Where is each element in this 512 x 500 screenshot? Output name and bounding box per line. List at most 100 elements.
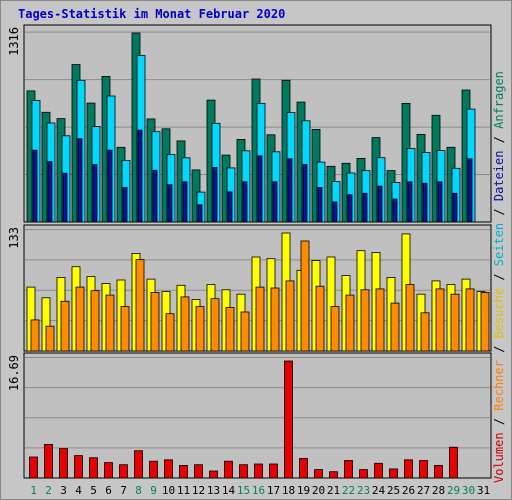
bar-dateien-11 [182,181,188,223]
bar-volumen-16 [254,463,263,479]
x-tick-label: 19 [297,484,310,497]
x-tick-label: 21 [327,484,340,497]
bar-rechner-11 [180,296,190,352]
bar-rechner-5 [90,290,100,352]
bar-volumen-7 [119,464,128,479]
y-tick-label: 133 [7,227,21,249]
bar-volumen-21 [329,471,338,479]
legend-item: Rechner [492,360,506,411]
bar-dateien-1 [32,149,38,223]
panel-bottom: 16.69 [7,352,492,479]
bar-dateien-23 [362,192,368,223]
bar-volumen-14 [224,460,233,479]
bar-rechner-25 [390,302,400,352]
x-tick-label: 26 [402,484,415,497]
bar-dateien-10 [167,184,173,223]
x-tick-label: 27 [417,484,430,497]
legend-separator: / [492,411,506,433]
x-tick-label: 5 [90,484,97,497]
legend-separator: / [492,266,506,288]
bar-dateien-24 [377,185,383,223]
bar-volumen-26 [404,459,413,479]
x-tick-label: 3 [60,484,67,497]
x-axis-labels: 1 2 3 4 5 6 7 8 9 10 11 12 13 14 15 16 17 18 19 20 21 22 23 24 2… [30,484,490,497]
x-tick-label: 22 [342,484,355,497]
bar-dateien-21 [332,201,338,223]
bar-rechner-28 [435,288,445,352]
bar-dateien-13 [212,166,218,223]
x-tick-label: 31 [477,484,490,497]
bar-rechner-30 [465,288,475,352]
bar-dateien-14 [227,191,233,223]
x-tick-label: 29 [447,484,460,497]
x-tick-label: 20 [312,484,325,497]
bar-volumen-9 [149,460,158,479]
bar-rechner-17 [270,287,280,352]
bar-volumen-13 [209,470,218,479]
bar-volumen-24 [374,462,383,479]
bar-dateien-2 [47,161,53,223]
x-tick-label: 11 [177,484,190,497]
bar-rechner-10 [165,313,175,352]
x-tick-label: 23 [357,484,370,497]
bar-rechner-4 [75,286,85,352]
bar-rechner-15 [240,311,250,352]
bar-dateien-28 [437,181,443,223]
x-tick-label: 16 [252,484,265,497]
bar-dateien-17 [272,181,278,223]
x-tick-label: 4 [75,484,82,497]
bar-volumen-12 [194,464,203,479]
x-tick-label: 9 [150,484,157,497]
chart-panels: 1316 133 16.69 [7,24,492,479]
x-tick-label: 13 [207,484,220,497]
bar-rechner-9 [150,291,160,352]
bar-rechner-31 [480,291,490,352]
bar-volumen-8 [134,450,143,479]
x-tick-label: 28 [432,484,445,497]
x-tick-label: 1 [30,484,37,497]
bar-dateien-8 [137,129,143,223]
bar-rechner-8 [135,259,145,352]
y-tick-label: 16.69 [7,355,21,391]
bar-dateien-12 [197,204,203,223]
x-tick-label: 17 [267,484,280,497]
bar-volumen-27 [419,460,428,479]
bar-dateien-4 [77,138,83,223]
legend-item: Dateien [492,151,506,202]
bar-volumen-18 [284,360,293,479]
panel-middle: 133 [7,224,492,352]
bar-volumen-25 [389,468,398,479]
x-tick-label: 18 [282,484,295,497]
bar-rechner-1 [30,319,40,352]
bar-dateien-19 [302,164,308,223]
bar-volumen-19 [299,457,308,479]
bar-rechner-13 [210,298,220,352]
x-tick-label: 8 [135,484,142,497]
x-tick-label: 12 [192,484,205,497]
bar-dateien-7 [122,187,128,223]
bar-volumen-4 [74,455,83,479]
bar-volumen-11 [179,464,188,479]
x-tick-label: 15 [237,484,250,497]
legend-separator: / [492,201,506,223]
bar-dateien-6 [107,149,113,223]
x-tick-label: 6 [105,484,112,497]
series-legend: Volumen / Rechner / Besuche / Seiten / D… [492,71,506,483]
legend-item: Seiten [492,223,506,266]
bar-rechner-14 [225,307,235,352]
bar-dateien-20 [317,187,323,223]
bar-volumen-28 [434,464,443,479]
bar-volumen-15 [239,464,248,479]
bar-rechner-20 [315,285,325,352]
y-tick-label: 1316 [7,27,21,56]
bar-dateien-16 [257,155,263,223]
bar-volumen-29 [449,446,458,479]
series-anfragen [26,32,471,223]
bar-volumen-20 [314,469,323,479]
bar-rechner-21 [330,306,340,352]
bar-dateien-25 [392,198,398,223]
bar-volumen-6 [104,462,113,479]
legend-separator: / [492,129,506,151]
panel-top: 1316 [7,24,492,223]
bar-rechner-16 [255,286,265,352]
